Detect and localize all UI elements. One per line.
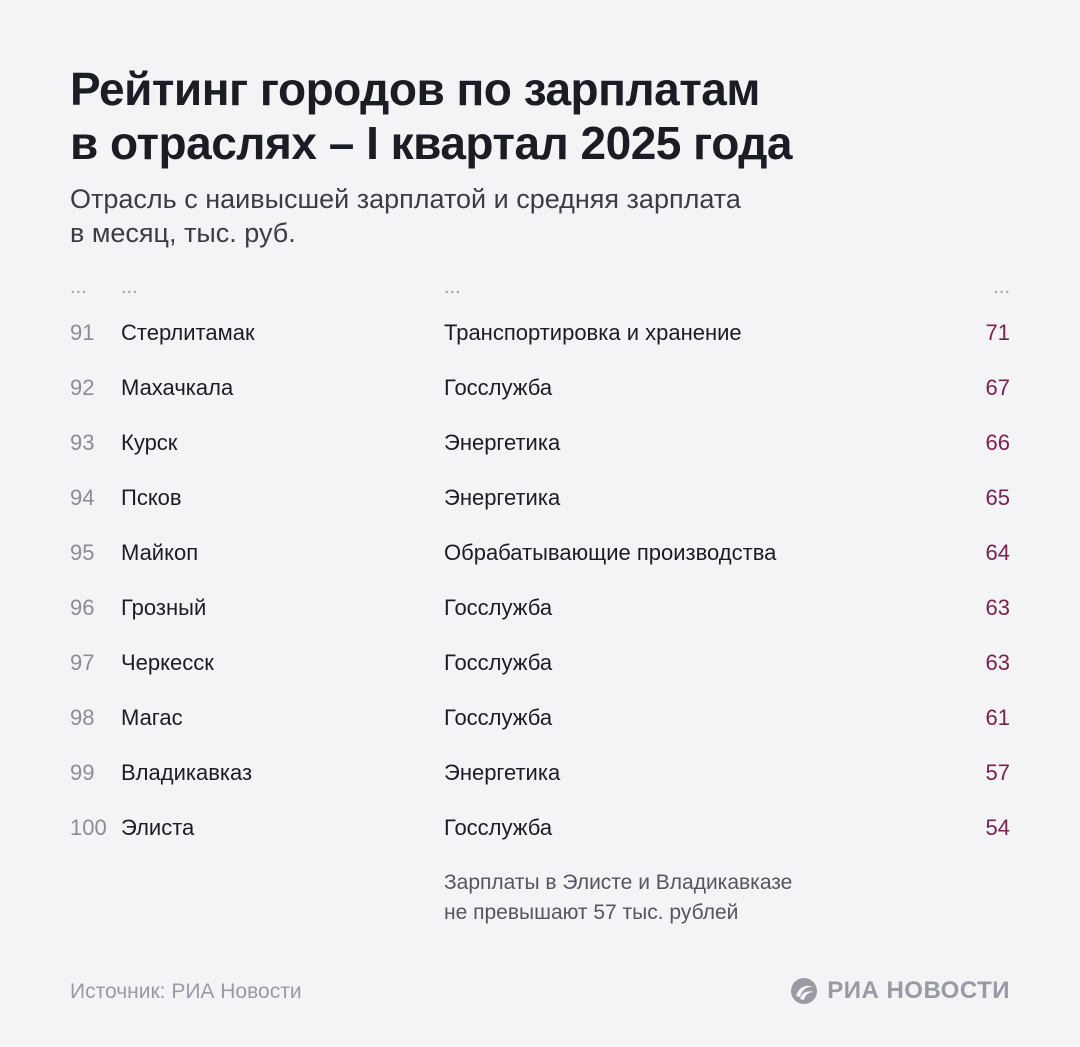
industry-cell: Энергетика [444,760,561,785]
ria-logo-text: РИА НОВОСТИ [827,977,1010,1004]
value-ellipsis: ... [993,276,1010,298]
table-row: 91 Стерлитамак Транспортировка и хранение 7… [70,305,1010,360]
rank-ellipsis: ... [70,276,87,298]
table-row: 92 Махачкала Госслужба 67 [70,360,1010,415]
industry-cell: Госслужба [444,705,553,730]
city-cell: Владикавказ [121,760,253,785]
city-cell: Псков [121,485,182,510]
rank-cell: 95 [70,540,95,565]
value-cell: 67 [985,375,1010,400]
rank-cell: 93 [70,430,95,455]
city-cell: Махачкала [121,375,234,400]
value-cell: 64 [985,540,1010,565]
industry-cell: Обрабатывающие производства [444,540,777,565]
value-cell: 57 [985,760,1010,785]
rank-cell: 91 [70,320,95,345]
table-body: 91 Стерлитамак Транспортировка и хранение 7… [70,305,1010,855]
footnote: Зарплаты в Элисте и Владикавказе не прев… [444,868,1004,928]
industry-cell: Госслужба [444,650,553,675]
rank-cell: 96 [70,595,95,620]
table-row: 96 Грозный Госслужба 63 [70,580,1010,635]
city-cell: Грозный [121,595,207,620]
industry-ellipsis: ... [444,276,461,298]
industry-cell: Госслужба [444,375,553,400]
value-cell: 66 [985,430,1010,455]
city-cell: Курск [121,430,178,455]
rank-cell: 100 [70,815,107,840]
footnote-line-2: не превышают 57 тыс. рублей [444,901,739,924]
rank-cell: 98 [70,705,95,730]
footnote-line-1: Зарплаты в Элисте и Владикавказе [444,871,793,894]
ranking-table: ... ... ... ... 91 Стерлитамак Транспортир… [70,270,1010,855]
table-row: 99 Владикавказ Энергетика 57 [70,745,1010,800]
rank-cell: 99 [70,760,95,785]
industry-cell: Энергетика [444,430,561,455]
page-title: Рейтинг городов по зарплатам в отраслях … [70,62,1010,170]
title-line-1: Рейтинг городов по зарплатам [70,63,760,115]
subtitle-line-2: в месяц, тыс. руб. [70,218,296,248]
table-row: 94 Псков Энергетика 65 [70,470,1010,525]
table-row: 98 Магас Госслужба 61 [70,690,1010,745]
industry-cell: Транспортировка и хранение [444,320,742,345]
value-cell: 63 [985,595,1010,620]
city-cell: Магас [121,705,183,730]
table-row: 93 Курск Энергетика 66 [70,415,1010,470]
value-cell: 71 [985,320,1010,345]
rank-cell: 94 [70,485,95,510]
source-credit: Источник: РИА Новости [70,980,302,1003]
city-cell: Черкесск [121,650,214,675]
table-row-ellipsis: ... ... ... ... [70,270,1010,305]
rank-cell: 92 [70,375,95,400]
ria-logo-icon [791,978,818,1004]
city-cell: Стерлитамак [121,320,255,345]
city-cell: Майкоп [121,540,199,565]
value-cell: 54 [985,815,1010,840]
value-cell: 61 [985,705,1010,730]
industry-cell: Госслужба [444,815,553,840]
value-cell: 65 [985,485,1010,510]
title-line-2: в отраслях – I квартал 2025 года [70,117,792,169]
table-row: 97 Черкесск Госслужба 63 [70,635,1010,690]
city-ellipsis: ... [121,276,138,298]
industry-cell: Госслужба [444,595,553,620]
city-cell: Элиста [121,815,195,840]
ria-logo: РИА НОВОСТИ [789,974,1010,1008]
value-cell: 63 [985,650,1010,675]
table-row: 100 Элиста Госслужба 54 [70,800,1010,855]
rank-cell: 97 [70,650,95,675]
subtitle-line-1: Отрасль с наивысшей зарплатой и средняя … [70,184,741,214]
page-subtitle: Отрасль с наивысшей зарплатой и средняя … [70,182,970,250]
industry-cell: Энергетика [444,485,561,510]
table-row: 95 Майкоп Обрабатывающие производства 64 [70,525,1010,580]
